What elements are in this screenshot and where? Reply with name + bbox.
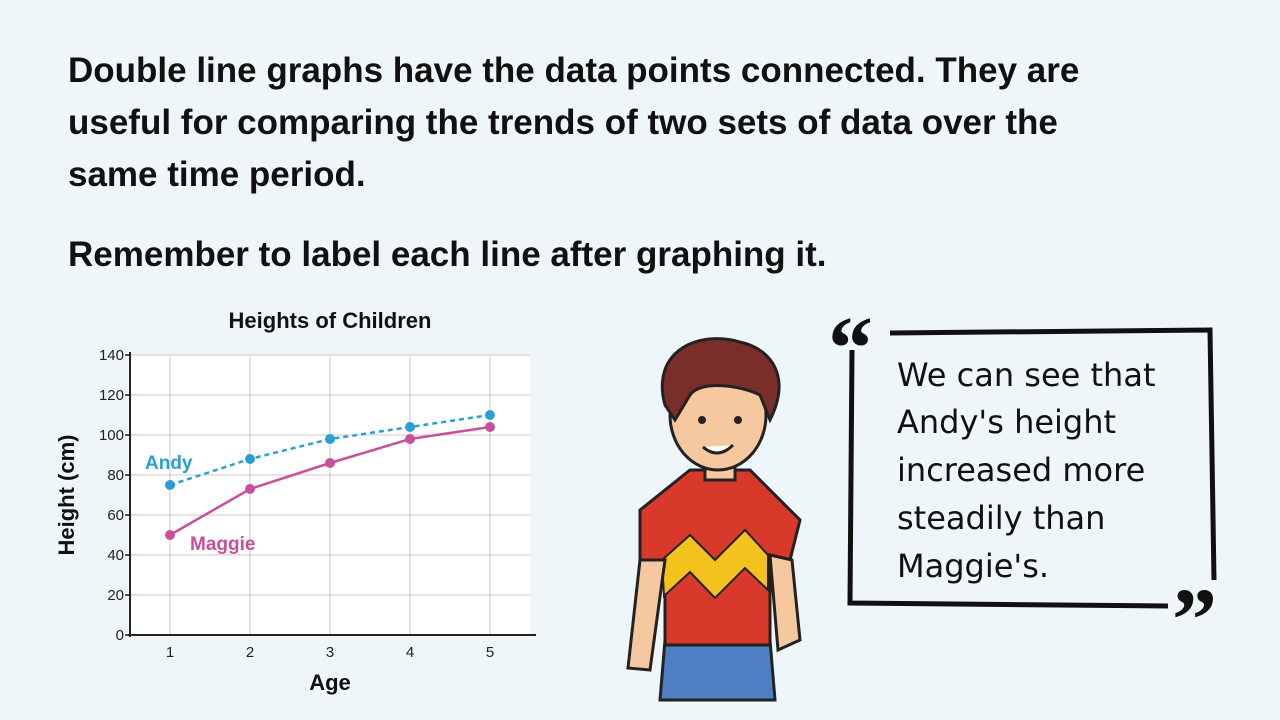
quote-line: steadily than xyxy=(897,499,1105,537)
quote-line: Maggie's. xyxy=(897,547,1049,585)
x-tick-label: 2 xyxy=(246,644,254,661)
x-tick-label: 4 xyxy=(406,644,414,661)
y-tick-label: 80 xyxy=(107,467,124,484)
data-point xyxy=(485,410,495,420)
paragraph-line: Double line graphs have the data points … xyxy=(68,51,1079,90)
series-label: Maggie xyxy=(190,534,255,555)
series-label: Andy xyxy=(145,453,193,474)
data-point xyxy=(245,484,255,494)
x-tick-label: 1 xyxy=(166,644,174,661)
quote-box: “ ” We can see that Andy's height increa… xyxy=(828,299,1217,670)
x-tick-label: 5 xyxy=(486,644,494,661)
y-tick-label: 140 xyxy=(99,347,124,364)
data-point xyxy=(485,422,495,432)
quote-line: Andy's height xyxy=(897,403,1116,441)
y-tick-label: 20 xyxy=(107,587,124,604)
data-point xyxy=(405,422,415,432)
y-tick-label: 120 xyxy=(99,387,124,404)
chart: 0 20 40 60 80 100 120 140 1 2 3 4 5 Heights of Childr… xyxy=(54,308,536,695)
boy-illustration xyxy=(626,337,802,702)
paragraph-line: same time period. xyxy=(68,155,366,194)
paragraph-line: useful for comparing the trends of two s… xyxy=(68,103,1058,142)
y-tick-label: 60 xyxy=(107,507,124,524)
data-point xyxy=(325,458,335,468)
data-point xyxy=(325,434,335,444)
y-axis-label: Height (cm) xyxy=(54,435,79,556)
data-point xyxy=(405,434,415,444)
y-tick-label: 0 xyxy=(116,627,124,644)
data-point xyxy=(165,530,175,540)
quote-line: increased more xyxy=(897,451,1145,489)
quote-line: We can see that xyxy=(897,356,1155,394)
y-tick-label: 40 xyxy=(107,547,124,564)
data-point xyxy=(165,480,175,490)
open-quote-mark: “ xyxy=(828,299,873,398)
data-point xyxy=(245,454,255,464)
chart-title: Heights of Children xyxy=(229,308,432,333)
y-tick-label: 100 xyxy=(99,427,124,444)
x-tick-label: 3 xyxy=(326,644,334,661)
close-quote-mark: ” xyxy=(1172,571,1217,670)
x-axis-label: Age xyxy=(309,670,351,695)
paragraph-line: Remember to label each line after graphi… xyxy=(68,235,827,274)
